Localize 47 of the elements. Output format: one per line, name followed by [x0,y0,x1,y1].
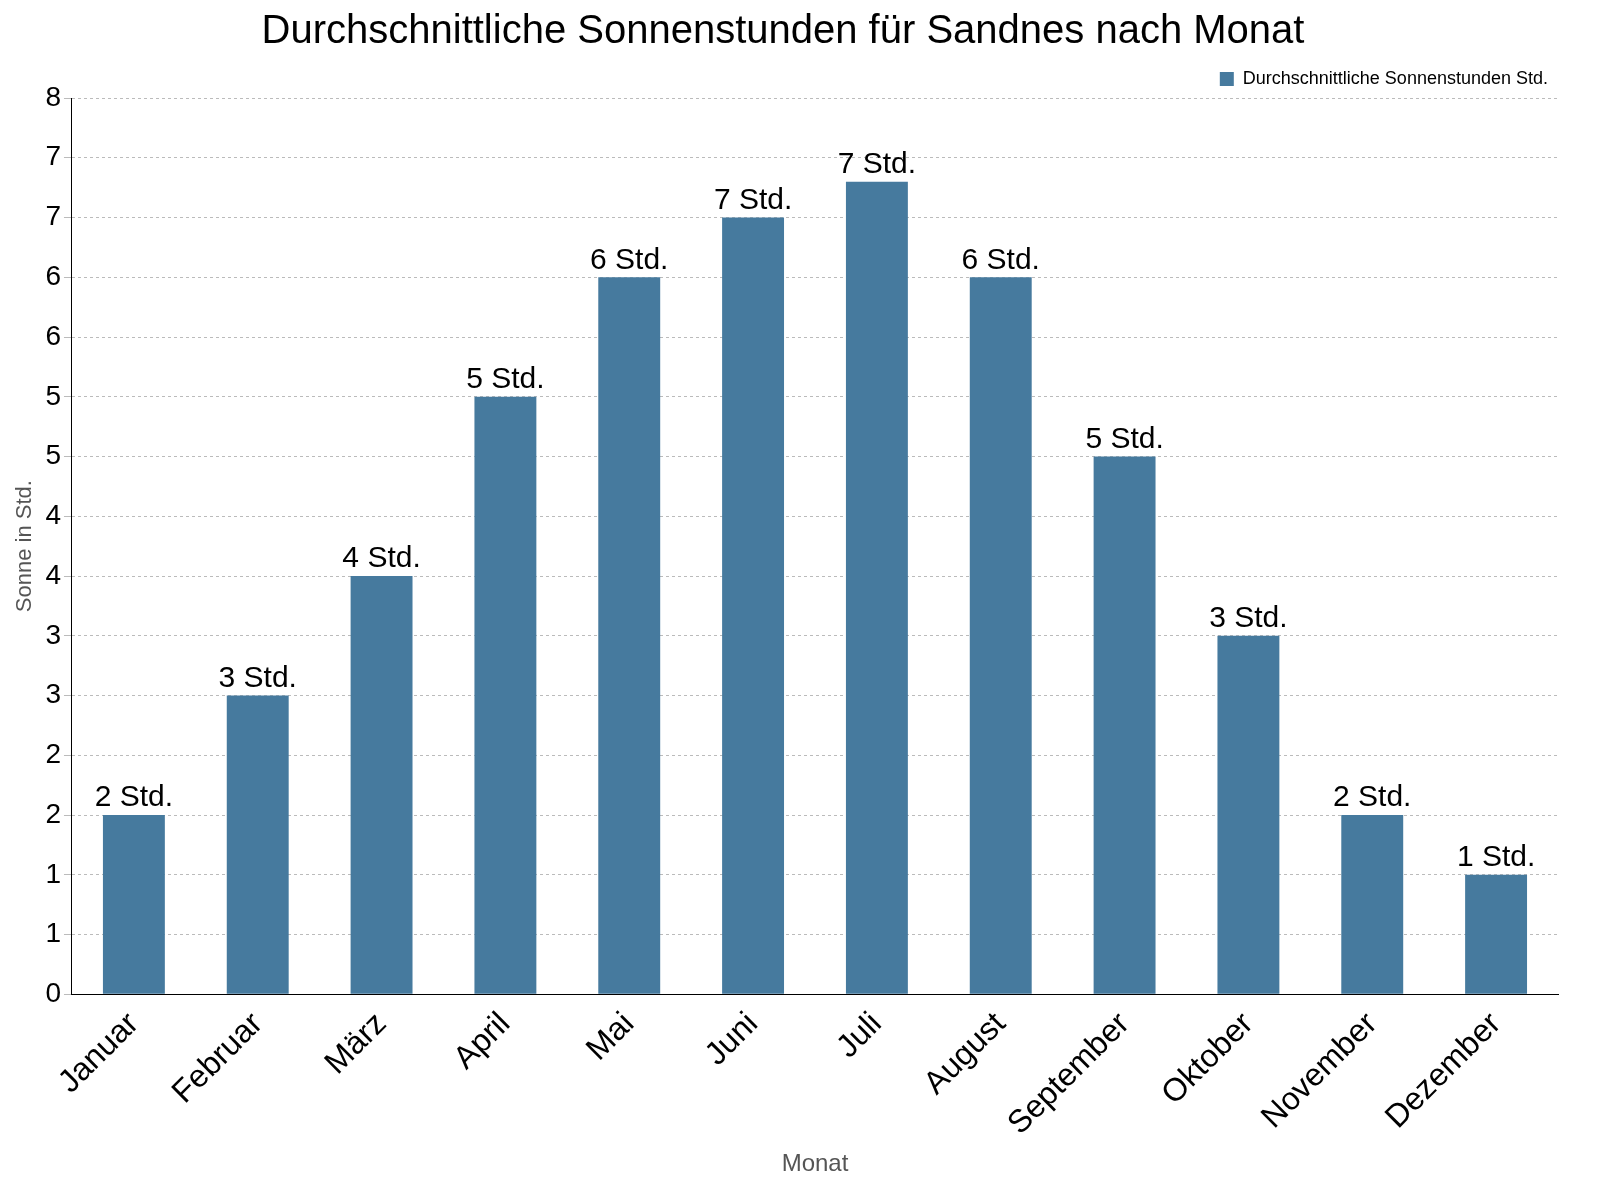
bar [1093,456,1156,994]
chart-title: Durchschnittliche Sonnenstunden für Sandnes nach Monat [261,7,1305,52]
y-tick-label: 7 [45,140,61,172]
y-tick-label: 1 [45,857,61,889]
y-tick-label: 6 [45,319,61,351]
x-axis-title: Monat [781,1149,849,1177]
data-label: 2 Std. [94,779,174,813]
x-tick-label: Juli [828,1004,889,1065]
bar [350,576,413,994]
legend-label: Durchschnittliche Sonnenstunden Std. [1242,67,1549,88]
data-label: 6 Std. [961,241,1040,275]
bar [102,815,165,994]
y-tick-label: 0 [45,977,61,1009]
y-tick-label: 2 [45,738,61,770]
y-tick-label: 4 [45,499,61,531]
data-label: 2 Std. [1333,779,1412,813]
y-tick-label: 3 [45,678,61,710]
y-tick-label: 6 [45,259,61,291]
data-label: 6 Std. [590,241,669,275]
bar [1217,635,1280,994]
bar [226,695,289,994]
data-label: 3 Std. [1209,600,1288,634]
data-label: 5 Std. [1085,420,1164,454]
bar [1465,874,1528,994]
bar [969,277,1032,994]
y-axis-title: Sonne in Std. [11,480,37,613]
data-label: 3 Std. [218,659,297,693]
bar [598,277,661,994]
y-tick-label: 1 [45,917,61,949]
data-label: 7 Std. [713,181,793,215]
bar [722,217,785,994]
y-tick-label: 2 [45,797,61,829]
bar [845,181,908,994]
bar [474,396,537,994]
x-tick-label: Juni [697,1004,765,1072]
y-tick-label: 5 [45,439,61,471]
y-tick-label: 4 [45,558,61,590]
x-tick-label: Mai [578,1004,641,1067]
data-label: 1 Std. [1456,839,1536,873]
y-tick-label: 3 [45,618,61,650]
data-label: 7 Std. [837,145,917,179]
data-label: 5 Std. [466,361,545,395]
bar [1341,815,1404,994]
y-tick-label: 8 [45,80,61,112]
y-tick-label: 5 [45,379,61,411]
data-label: 4 Std. [342,540,421,574]
y-tick-label: 7 [45,200,61,232]
